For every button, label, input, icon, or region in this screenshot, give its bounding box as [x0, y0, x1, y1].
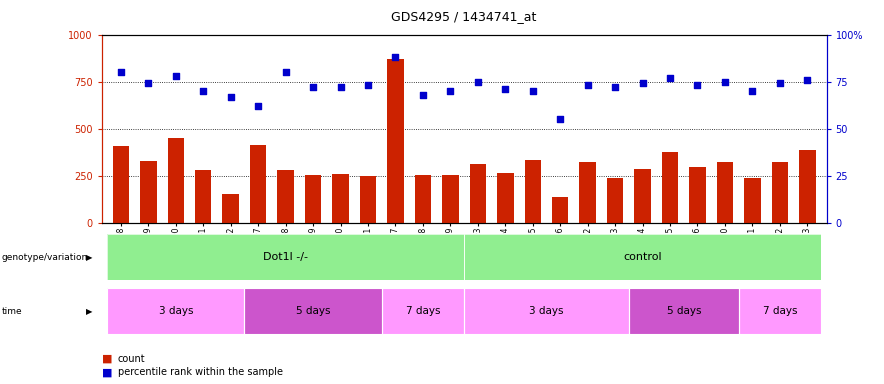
Bar [112, 146, 129, 223]
Point [333, 84, 347, 90]
Bar [717, 162, 733, 223]
Point [581, 82, 595, 88]
Bar [415, 175, 431, 223]
Point [169, 73, 183, 79]
Bar [690, 167, 705, 223]
Bar [250, 145, 266, 223]
Bar [635, 169, 651, 223]
Bar [524, 160, 541, 223]
Point [773, 80, 787, 86]
Point [718, 79, 732, 85]
Text: ■: ■ [102, 354, 116, 364]
Point [608, 84, 622, 90]
Text: count: count [118, 354, 145, 364]
Bar [387, 59, 404, 223]
Point [499, 86, 513, 92]
Bar [305, 175, 321, 223]
Bar [607, 177, 623, 223]
Point [251, 103, 265, 109]
Point [800, 77, 814, 83]
Point [141, 80, 156, 86]
Bar [469, 164, 486, 223]
Bar [332, 174, 349, 223]
Point [196, 88, 210, 94]
Text: control: control [623, 252, 662, 262]
Point [278, 69, 293, 75]
Point [526, 88, 540, 94]
Point [745, 88, 759, 94]
Bar [799, 150, 816, 223]
Point [361, 82, 375, 88]
Text: ▶: ▶ [87, 253, 93, 262]
Text: GDS4295 / 1434741_at: GDS4295 / 1434741_at [392, 10, 537, 23]
Bar [744, 177, 760, 223]
Point [471, 79, 485, 85]
Text: ■: ■ [102, 367, 116, 377]
Bar [772, 162, 789, 223]
Text: 7 days: 7 days [763, 306, 797, 316]
Text: ▶: ▶ [87, 306, 93, 316]
Text: 3 days: 3 days [530, 306, 564, 316]
Point [636, 80, 650, 86]
Bar [223, 195, 239, 223]
Point [443, 88, 457, 94]
Point [114, 69, 128, 75]
Bar [278, 170, 293, 223]
Bar [579, 162, 596, 223]
Bar [442, 175, 459, 223]
Text: time: time [2, 306, 22, 316]
Text: 5 days: 5 days [296, 306, 331, 316]
Point [553, 116, 568, 122]
Bar [360, 176, 377, 223]
Bar [168, 138, 184, 223]
Bar [552, 197, 568, 223]
Text: Dot1l -/-: Dot1l -/- [263, 252, 309, 262]
Text: 3 days: 3 days [158, 306, 193, 316]
Text: genotype/variation: genotype/variation [2, 253, 88, 262]
Bar [140, 161, 156, 223]
Point [306, 84, 320, 90]
Text: percentile rank within the sample: percentile rank within the sample [118, 367, 283, 377]
Text: 5 days: 5 days [667, 306, 701, 316]
Point [690, 82, 705, 88]
Text: 7 days: 7 days [406, 306, 440, 316]
Point [388, 54, 402, 60]
Point [224, 94, 238, 100]
Bar [497, 173, 514, 223]
Point [663, 75, 677, 81]
Bar [662, 152, 678, 223]
Bar [195, 170, 211, 223]
Point [415, 92, 430, 98]
